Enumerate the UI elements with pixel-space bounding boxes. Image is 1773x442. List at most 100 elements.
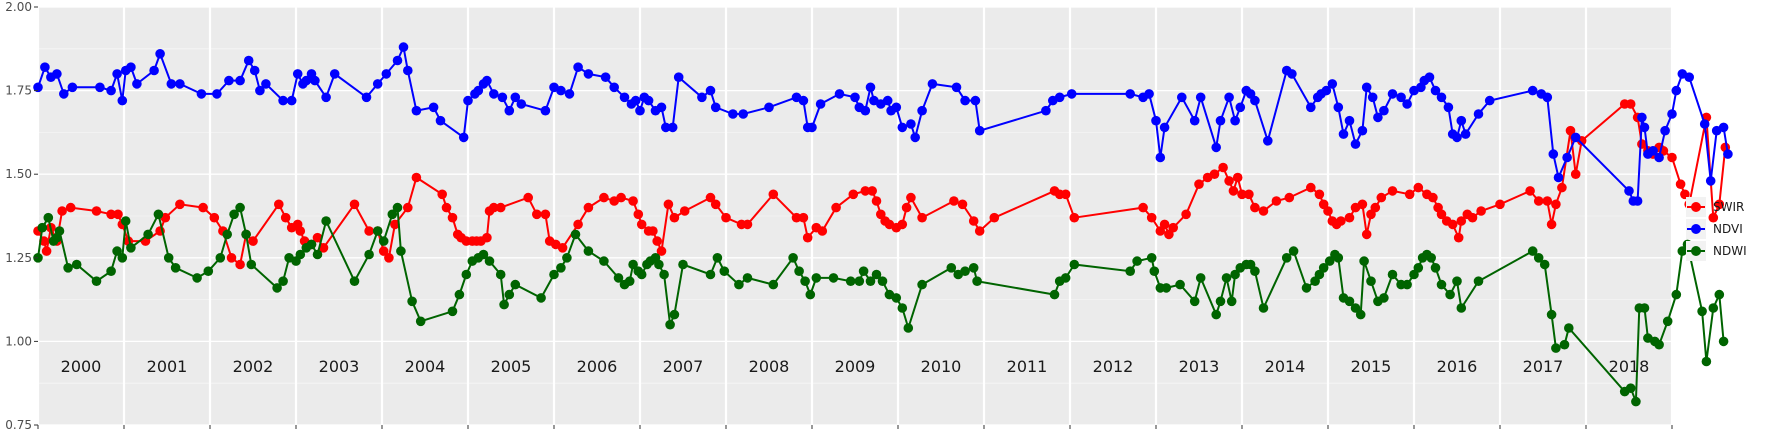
data-point [867,186,877,196]
data-point [510,279,521,290]
legend-point-swatch [1691,224,1701,234]
data-point [1355,309,1366,320]
data-point [1069,212,1080,223]
data-point [117,95,128,106]
data-point [897,122,908,133]
data-point [241,229,251,240]
year-label: 2002 [233,357,274,376]
data-point [848,189,859,200]
data-point [1181,209,1191,220]
data-point [1557,182,1567,193]
year-label: 2011 [1007,357,1048,376]
data-point [1306,182,1316,193]
legend-label: NDVI [1713,222,1743,236]
data-point [712,252,723,263]
data-point [1548,149,1559,159]
data-point [656,246,667,256]
data-point [1224,92,1234,103]
data-point [1373,112,1383,123]
data-point [117,252,128,263]
data-point [106,85,116,96]
data-point [329,69,340,79]
data-point [1218,162,1228,173]
data-point [917,105,927,116]
data-point [497,92,508,103]
data-point [1054,92,1065,103]
year-label: 2010 [921,357,962,376]
y-tick-label: 1.75 [5,84,32,98]
data-point [261,79,271,89]
data-point [403,202,413,213]
year-label: 2017 [1523,357,1564,376]
data-point [532,209,542,220]
data-point [65,202,76,213]
data-point [381,69,392,79]
data-point [454,289,465,300]
data-point [764,102,774,113]
data-point [897,303,908,313]
data-point [411,105,422,116]
data-point [705,85,716,96]
data-point [1357,125,1368,136]
data-point [817,226,828,236]
data-point [903,323,914,333]
data-point [1413,263,1424,273]
data-point [628,259,638,270]
data-point [583,202,594,213]
data-point [54,226,65,236]
data-point [71,259,82,270]
data-point [734,279,744,290]
data-point [1426,252,1436,263]
data-point [321,92,331,103]
data-point [599,256,609,266]
data-point [678,259,688,270]
data-point [482,75,492,86]
data-point [1149,266,1160,277]
data-point [495,202,506,213]
data-point [1677,246,1688,256]
series-ndvi [33,42,1733,206]
data-point [1654,152,1664,163]
data-point [1146,252,1157,263]
data-point [1662,316,1673,327]
data-point [1546,219,1557,230]
data-point [1361,229,1372,240]
y-tick-label: 1.50 [5,167,32,181]
data-point [295,249,306,260]
data-point [906,192,916,203]
data-point [286,95,297,106]
data-point [705,192,716,203]
data-point [974,125,985,136]
data-point [1546,309,1557,320]
data-point [1161,283,1172,293]
data-point [504,289,515,300]
data-point [441,202,452,213]
data-point [1379,105,1389,116]
data-point [126,243,136,253]
data-point [1138,202,1148,213]
data-point [1625,99,1636,109]
year-label: 2004 [405,357,446,376]
data-point [1230,115,1240,126]
data-point [654,259,664,270]
data-point [1168,222,1178,233]
data-point [318,243,329,253]
data-point [791,212,802,223]
y-tick-label: 0.75 [5,418,32,432]
data-point [865,82,876,93]
data-point [850,92,860,103]
data-point [972,276,982,287]
data-point [132,79,142,89]
data-point [845,276,856,287]
data-point [854,276,865,287]
data-point [1625,383,1636,394]
year-label: 2018 [1609,357,1650,376]
data-point [1648,146,1658,156]
data-point [489,89,499,99]
data-point [1436,92,1447,103]
data-point [1551,343,1561,353]
data-point [719,266,730,277]
data-point [1244,189,1254,200]
y-tick-label: 2.00 [5,0,32,14]
data-point [728,109,738,119]
